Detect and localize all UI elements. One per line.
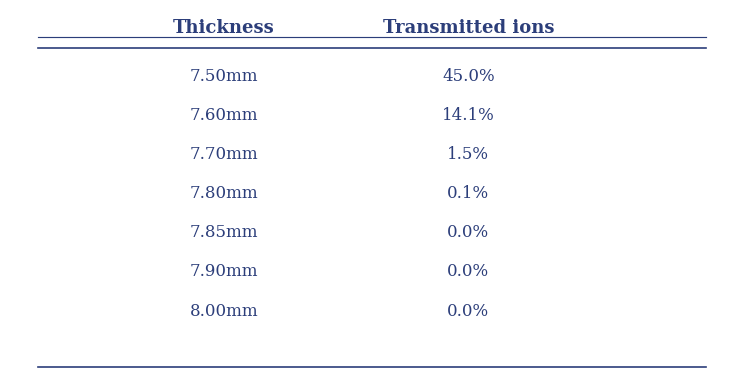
Text: 7.90mm: 7.90mm [190, 264, 258, 280]
Text: 8.00mm: 8.00mm [190, 303, 258, 320]
Text: 0.1%: 0.1% [447, 185, 490, 202]
Text: 0.0%: 0.0% [447, 303, 490, 320]
Text: Thickness: Thickness [173, 18, 275, 36]
Text: 1.5%: 1.5% [447, 146, 490, 163]
Text: 7.60mm: 7.60mm [190, 107, 258, 124]
Text: 7.85mm: 7.85mm [190, 224, 258, 241]
Text: 0.0%: 0.0% [447, 264, 490, 280]
Text: 45.0%: 45.0% [442, 68, 495, 85]
Text: 7.50mm: 7.50mm [190, 68, 258, 85]
Text: 7.80mm: 7.80mm [190, 185, 258, 202]
Text: Transmitted ions: Transmitted ions [382, 18, 554, 36]
Text: 0.0%: 0.0% [447, 224, 490, 241]
Text: 14.1%: 14.1% [442, 107, 495, 124]
Text: 7.70mm: 7.70mm [190, 146, 258, 163]
